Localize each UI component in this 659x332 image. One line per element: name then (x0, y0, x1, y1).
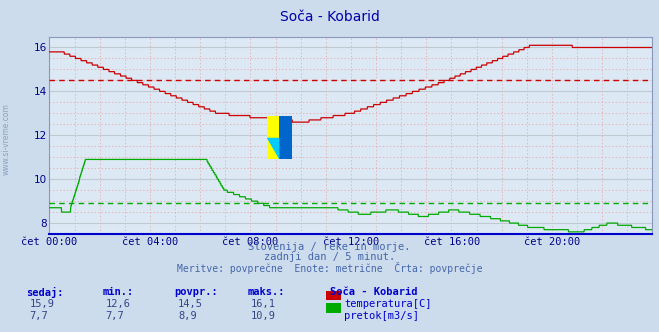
Text: maks.:: maks.: (247, 287, 285, 297)
Text: 14,5: 14,5 (178, 299, 203, 309)
Text: pretok[m3/s]: pretok[m3/s] (344, 311, 419, 321)
Text: 7,7: 7,7 (105, 311, 124, 321)
Text: sedaj:: sedaj: (26, 287, 64, 298)
Text: Soča - Kobarid: Soča - Kobarid (330, 287, 417, 297)
Text: 10,9: 10,9 (250, 311, 275, 321)
Bar (267, 138, 279, 159)
Text: povpr.:: povpr.: (175, 287, 218, 297)
Text: 16,1: 16,1 (250, 299, 275, 309)
Text: Soča - Kobarid: Soča - Kobarid (279, 10, 380, 24)
Polygon shape (267, 138, 279, 159)
Text: Slovenija / reke in morje.: Slovenija / reke in morje. (248, 242, 411, 252)
Text: temperatura[C]: temperatura[C] (344, 299, 432, 309)
Text: zadnji dan / 5 minut.: zadnji dan / 5 minut. (264, 252, 395, 262)
Polygon shape (267, 138, 279, 159)
Text: 15,9: 15,9 (30, 299, 55, 309)
Text: 12,6: 12,6 (105, 299, 130, 309)
Text: 8,9: 8,9 (178, 311, 196, 321)
Bar (267, 116, 279, 138)
Text: www.si-vreme.com: www.si-vreme.com (2, 104, 11, 175)
Bar (279, 116, 292, 159)
Text: min.:: min.: (102, 287, 133, 297)
Text: Meritve: povprečne  Enote: metrične  Črta: povprečje: Meritve: povprečne Enote: metrične Črta:… (177, 262, 482, 274)
Text: 7,7: 7,7 (30, 311, 48, 321)
